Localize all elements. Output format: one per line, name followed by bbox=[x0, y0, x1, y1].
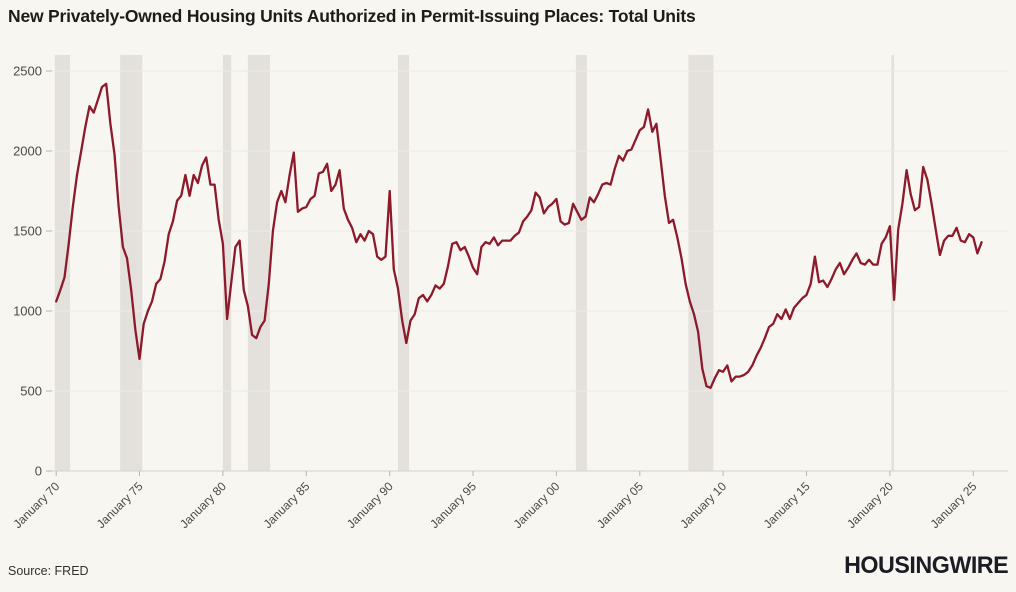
svg-text:500: 500 bbox=[20, 384, 42, 399]
svg-text:January 20: January 20 bbox=[844, 479, 896, 531]
svg-text:January 05: January 05 bbox=[594, 479, 646, 531]
svg-text:January 00: January 00 bbox=[511, 479, 563, 531]
svg-text:2000: 2000 bbox=[13, 144, 42, 159]
svg-text:0: 0 bbox=[35, 464, 42, 479]
svg-text:January 80: January 80 bbox=[177, 479, 229, 531]
housingwire-logo: HOUSINGWIRE bbox=[843, 552, 1009, 579]
svg-text:1500: 1500 bbox=[13, 224, 42, 239]
svg-text:January 15: January 15 bbox=[761, 479, 813, 531]
svg-text:January 25: January 25 bbox=[928, 479, 980, 531]
svg-text:January 70: January 70 bbox=[10, 479, 62, 531]
svg-text:January 90: January 90 bbox=[344, 479, 396, 531]
svg-text:January 95: January 95 bbox=[427, 479, 479, 531]
page-title: New Privately-Owned Housing Units Author… bbox=[8, 6, 696, 26]
svg-text:1000: 1000 bbox=[13, 304, 42, 319]
svg-text:January 75: January 75 bbox=[94, 479, 146, 531]
svg-text:January 10: January 10 bbox=[677, 479, 729, 531]
svg-text:January 85: January 85 bbox=[261, 479, 313, 531]
svg-text:2500: 2500 bbox=[13, 64, 42, 79]
source-label: Source: FRED bbox=[8, 564, 89, 578]
